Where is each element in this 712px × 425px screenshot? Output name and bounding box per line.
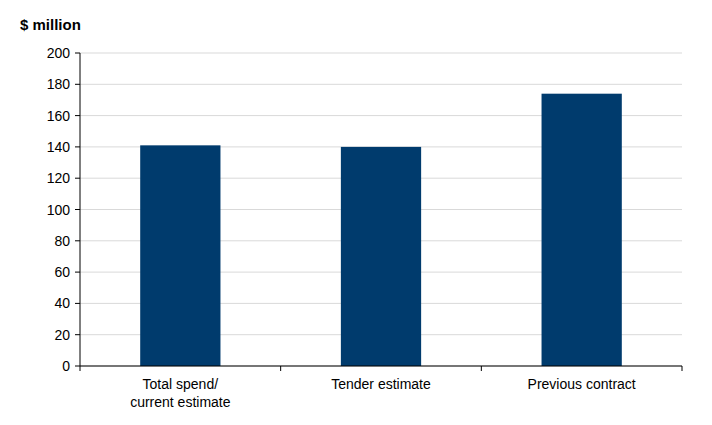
- y-tick-label: 100: [47, 202, 71, 218]
- bar: [542, 94, 622, 366]
- y-tick: [75, 84, 80, 85]
- y-tick: [75, 303, 80, 304]
- chart-svg: 0 20 40 60 80 100 120 140 160 180 200 Total spend/c…: [0, 0, 712, 425]
- x-tick-label: Previous contract: [528, 376, 636, 392]
- y-tick: [75, 146, 80, 147]
- y-tick-label: 60: [54, 264, 70, 280]
- chart-container: 0 20 40 60 80 100 120 140 160 180 200 Total spend/c…: [0, 0, 712, 425]
- y-tick: [75, 209, 80, 210]
- y-tick: [75, 240, 80, 241]
- y-axis-label: $ million: [20, 16, 81, 33]
- y-tick-label: 180: [47, 76, 71, 92]
- y-tick: [75, 115, 80, 116]
- y-tick: [75, 272, 80, 273]
- y-tick: [75, 53, 80, 54]
- y-axis: [80, 53, 81, 366]
- x-tick: [481, 366, 482, 371]
- y-tick-label: 80: [54, 233, 70, 249]
- x-tick: [80, 366, 81, 371]
- x-tick: [682, 366, 683, 371]
- y-tick-label: 40: [54, 295, 70, 311]
- x-axis: [80, 366, 682, 367]
- y-tick-label: 0: [62, 358, 70, 374]
- bar: [140, 145, 220, 366]
- y-tick-label: 140: [47, 139, 71, 155]
- grid-line: [80, 366, 682, 367]
- y-tick-label: 160: [47, 108, 71, 124]
- grid-line: [80, 84, 682, 85]
- bar: [341, 147, 421, 366]
- x-tick-label: Total spend/current estimate: [130, 376, 231, 410]
- x-tick: [280, 366, 281, 371]
- y-tick: [75, 366, 80, 367]
- y-tick-label: 120: [47, 170, 71, 186]
- grid-line: [80, 53, 682, 54]
- x-tick-label: Tender estimate: [331, 376, 431, 392]
- y-tick: [75, 334, 80, 335]
- y-tick-label: 20: [54, 327, 70, 343]
- bars: [140, 94, 622, 366]
- y-tick: [75, 178, 80, 179]
- y-tick-label: 200: [47, 45, 71, 61]
